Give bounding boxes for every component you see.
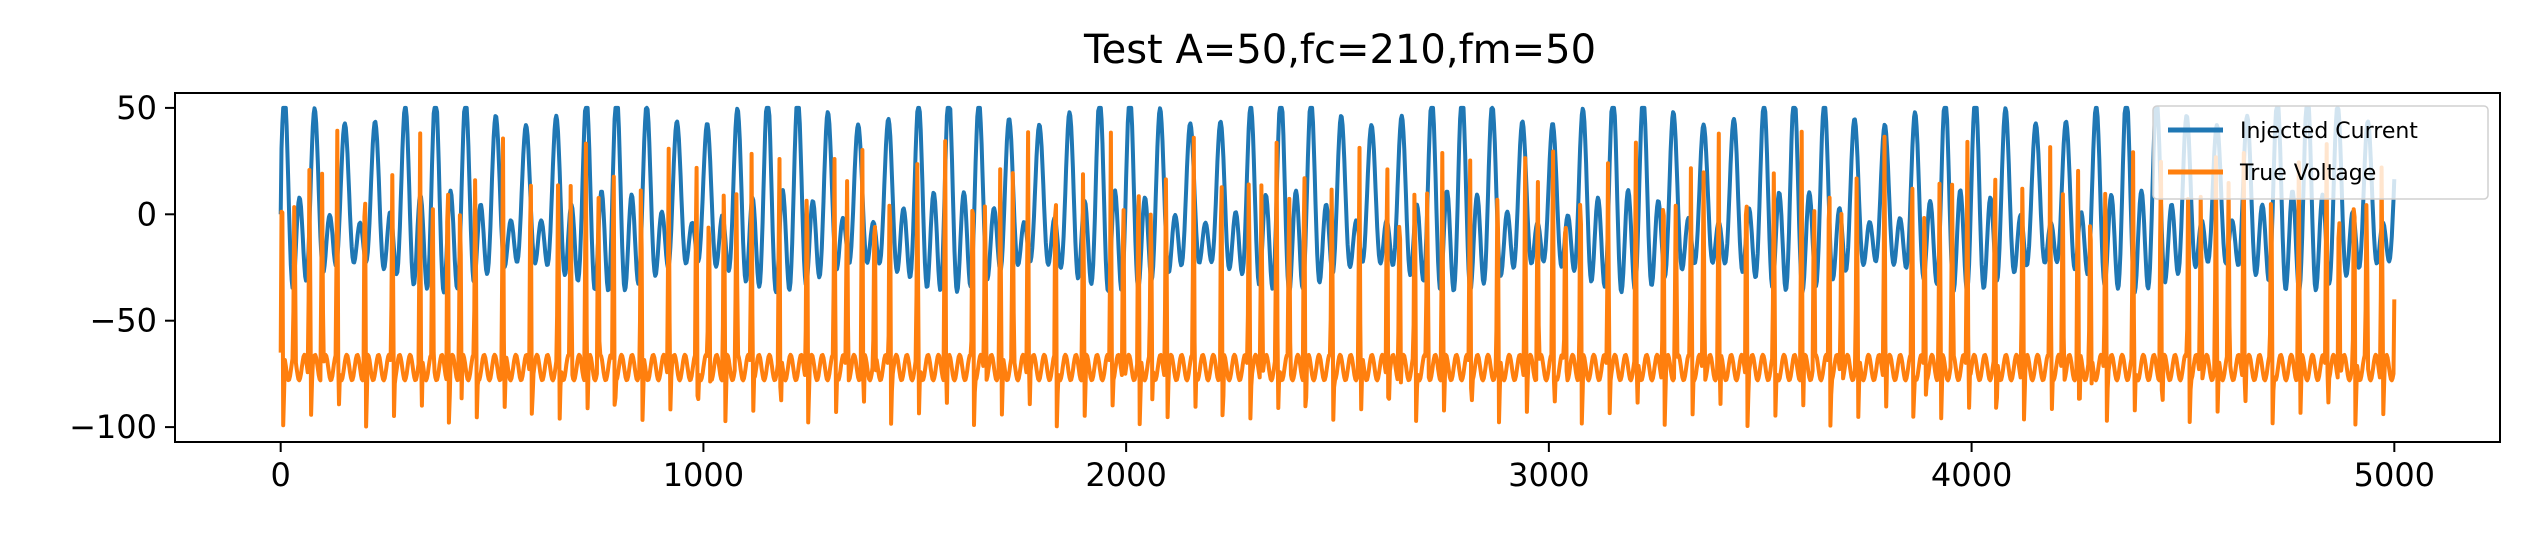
x-tick-label: 3000	[1508, 456, 1589, 494]
legend-label-true-voltage: True Voltage	[2239, 161, 2376, 186]
x-tick-label: 2000	[1085, 456, 1166, 494]
y-tick-label: −100	[69, 408, 157, 446]
x-tick-label: 4000	[1931, 456, 2012, 494]
plot-frame	[174, 92, 2501, 443]
y-axis: 50 0 −50 −100	[69, 89, 175, 446]
legend-box	[2152, 105, 2489, 200]
y-tick-label: −50	[89, 302, 157, 340]
legend: Injected Current True Voltage	[2152, 105, 2489, 200]
x-axis: 0 1000 2000 3000 4000 5000	[271, 442, 2435, 494]
x-tick-label: 0	[271, 456, 291, 494]
series-line-true-voltage	[278, 128, 2397, 429]
chart-title: Test A=50,fc=210,fm=50	[1083, 27, 1596, 73]
legend-label-injected-current: Injected Current	[2240, 119, 2418, 144]
x-tick-label: 5000	[2354, 456, 2435, 494]
series-layer	[278, 105, 2397, 429]
x-tick-label: 1000	[663, 456, 744, 494]
y-tick-label: 0	[137, 195, 157, 233]
series-line-injected-current	[278, 105, 2397, 295]
y-tick-label: 50	[116, 89, 157, 127]
plot-area	[174, 92, 2501, 443]
